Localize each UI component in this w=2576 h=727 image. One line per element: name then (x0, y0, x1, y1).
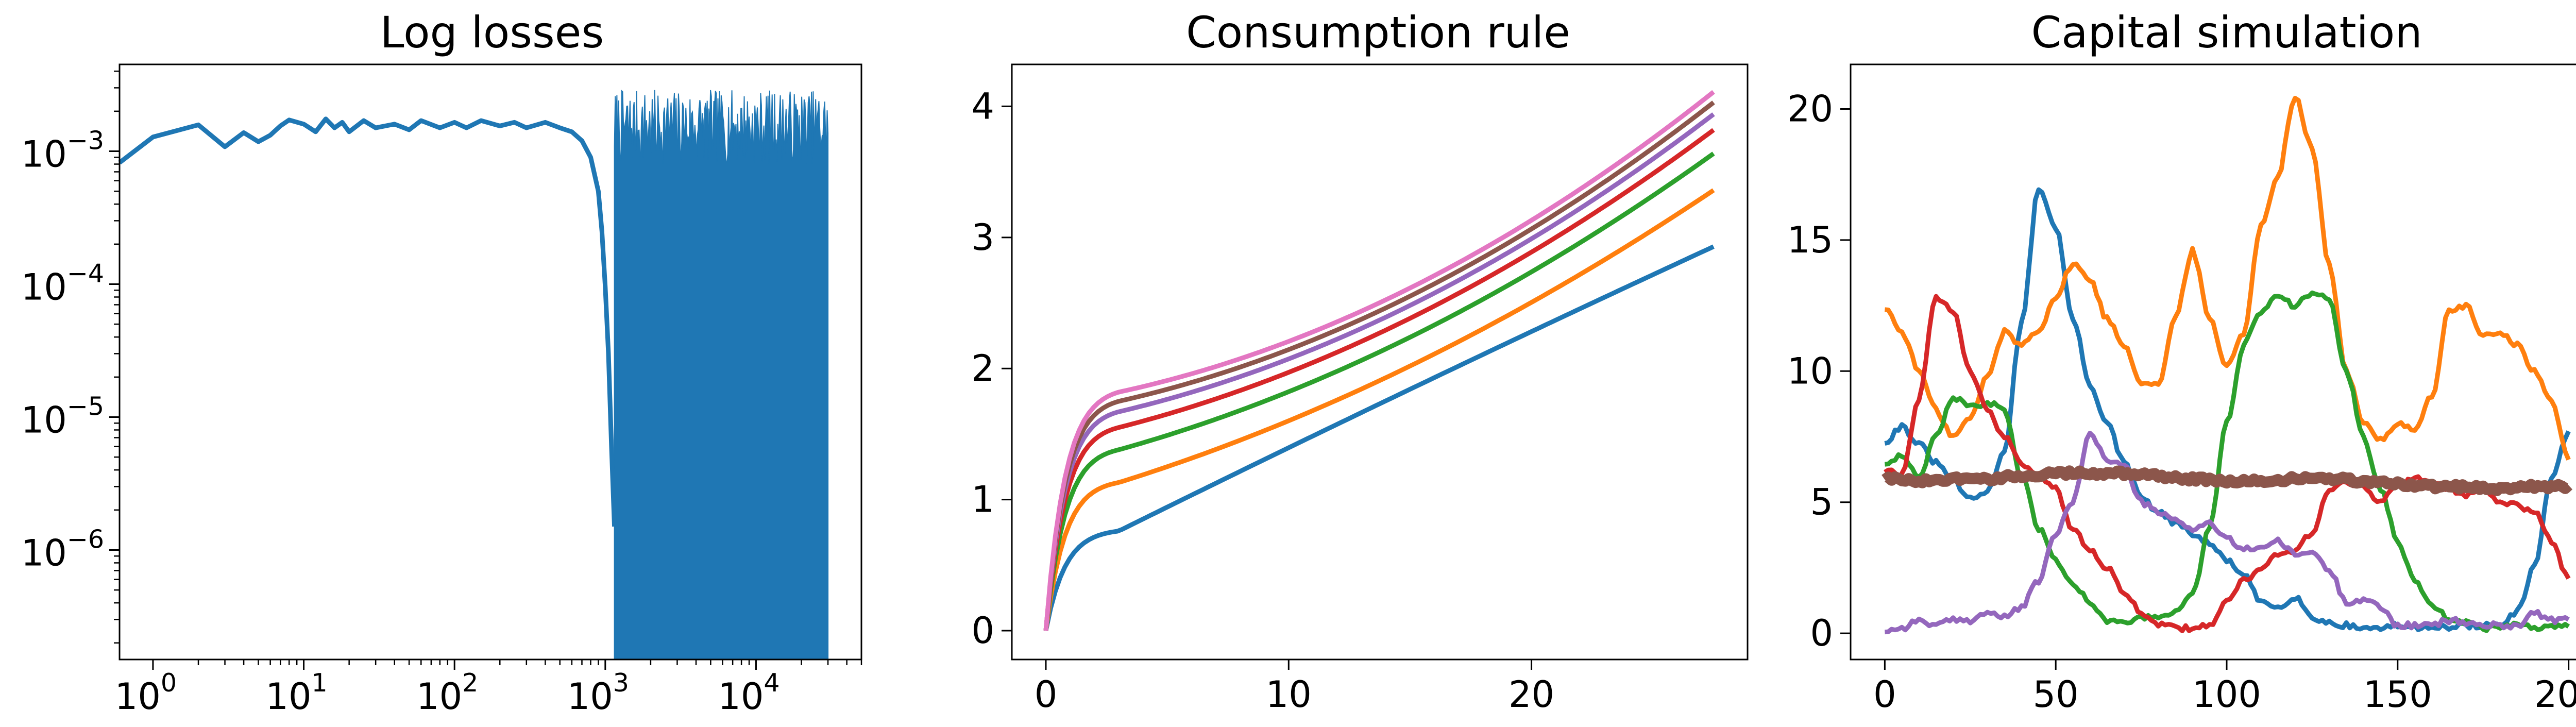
loss-series-line (118, 116, 617, 527)
capital-series-3 (1884, 294, 2571, 633)
consumption-rule-title: Consumption rule (1186, 7, 1570, 58)
x-tick-label: 150 (2363, 673, 2432, 716)
x-tick-label: 100 (115, 668, 177, 718)
log-losses-frame (118, 63, 862, 661)
y-tick-label: 10 (1787, 350, 1833, 392)
x-tick-label: 102 (416, 668, 478, 718)
y-tick-label: 2 (971, 347, 994, 390)
consumption-series-2 (1043, 151, 1715, 631)
x-tick-label: 200 (2534, 673, 2576, 716)
y-tick-label: 4 (971, 85, 994, 127)
x-tick-label: 103 (567, 668, 629, 718)
capital-series-1 (1884, 96, 2571, 461)
consumption-series-6 (1043, 90, 1715, 631)
y-tick-label: 10−4 (21, 259, 104, 308)
y-tick-label: 10−5 (21, 392, 104, 441)
x-tick-label: 104 (718, 668, 779, 718)
y-tick-label: 5 (1810, 481, 1833, 523)
consumption-series-4 (1043, 112, 1715, 631)
y-tick-label: 0 (971, 610, 994, 652)
y-tick-label: 15 (1787, 219, 1833, 261)
loss-noise-band (614, 90, 829, 660)
capital-simulation-frame (1850, 63, 2576, 661)
consumption-series-5 (1043, 100, 1715, 631)
capital-series-2 (1884, 290, 2570, 633)
capital-series-5 (1882, 465, 2573, 496)
y-tick-label: 3 (971, 216, 994, 259)
y-tick-label: 1 (971, 479, 994, 521)
consumption-series-0 (1043, 244, 1715, 631)
y-tick-label: 10−3 (21, 126, 104, 176)
consumption-rule-panel: Consumption rule 0 10 20 0 1 2 3 4 (971, 7, 1749, 716)
capital-series-0 (1884, 187, 2571, 632)
x-tick-label: 20 (1509, 673, 1554, 716)
y-tick-label: 10−6 (21, 525, 104, 574)
log-losses-panel: Log losses 100 101 102 103 104 10−3 10−4 10−5 10… (21, 7, 862, 718)
y-tick-label: 0 (1810, 612, 1833, 654)
consumption-series-3 (1043, 128, 1715, 631)
x-tick-label: 0 (1035, 673, 1058, 716)
x-tick-label: 100 (2192, 673, 2261, 716)
consumption-series-1 (1043, 188, 1715, 631)
consumption-rule-frame (1011, 63, 1749, 661)
x-tick-label: 0 (1873, 673, 1896, 716)
x-tick-label: 10 (1266, 673, 1312, 716)
capital-simulation-panel: Capital simulation 0 50 100 150 200 0 5 10 15 20 (1787, 7, 2576, 716)
x-tick-label: 50 (2033, 673, 2079, 716)
capital-series-4 (1885, 431, 2570, 635)
capital-simulation-title: Capital simulation (2031, 7, 2422, 58)
log-losses-title: Log losses (380, 7, 604, 58)
x-tick-label: 101 (265, 668, 327, 718)
y-tick-label: 20 (1787, 88, 1833, 130)
